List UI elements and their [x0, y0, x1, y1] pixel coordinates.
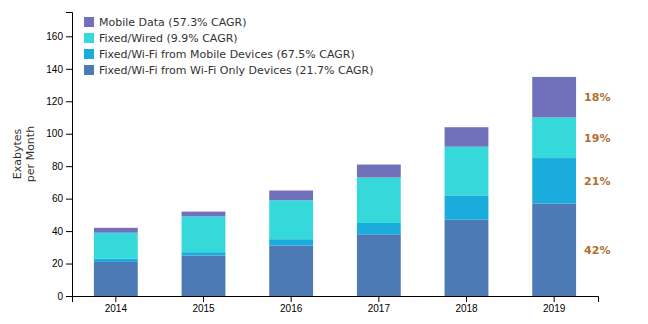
- bar: [182, 255, 226, 296]
- bar: [445, 195, 489, 219]
- tick: 20: [52, 258, 72, 269]
- tick-mark: [66, 199, 72, 200]
- bar-series: [94, 158, 576, 262]
- tick: 100: [46, 128, 72, 139]
- bar: [269, 200, 313, 239]
- tick-mark: [66, 166, 72, 167]
- legend-item: Mobile Data (57.3% CAGR): [84, 16, 247, 29]
- tick: 80: [52, 161, 72, 172]
- tick: 140: [46, 64, 72, 75]
- axis-line: [73, 297, 599, 303]
- tick-label: 60: [52, 193, 64, 204]
- tick-mark: [66, 231, 72, 232]
- bar: [269, 239, 313, 245]
- legend-swatch: [84, 17, 94, 27]
- tick-label: 160: [46, 31, 63, 42]
- bars: [94, 77, 576, 296]
- tick-label: 40: [52, 226, 64, 237]
- annotation: 21%: [584, 175, 610, 188]
- bar: [532, 117, 576, 158]
- axis-line: [66, 13, 73, 297]
- annotation: 19%: [584, 132, 610, 145]
- bar-series: [94, 77, 576, 233]
- tick-mark: [66, 69, 72, 70]
- legend-swatch: [84, 65, 94, 75]
- tick: 2018: [455, 296, 478, 314]
- tick: 2016: [280, 296, 303, 314]
- bar: [269, 191, 313, 201]
- bar: [445, 147, 489, 196]
- bar-series: [94, 203, 576, 296]
- bar: [532, 203, 576, 296]
- plot: 0204060801001201401602014201520162017201…: [11, 13, 610, 315]
- annotation: 42%: [584, 244, 610, 257]
- tick-label: 120: [46, 96, 63, 107]
- tick-label: 0: [57, 291, 63, 302]
- bar: [357, 178, 401, 223]
- tick-label: 2019: [543, 303, 566, 314]
- tick-label: 100: [46, 128, 63, 139]
- tick-mark: [115, 296, 116, 302]
- bar: [94, 259, 138, 262]
- legend-item: Fixed/Wi-Fi from Mobile Devices (67.5% C…: [84, 48, 355, 61]
- legend-label: Fixed/Wi-Fi from Mobile Devices (67.5% C…: [99, 48, 355, 61]
- tick-label: 2016: [280, 303, 303, 314]
- legend-item: Fixed/Wi-Fi from Wi-Fi Only Devices (21.…: [84, 64, 374, 77]
- tick-mark: [291, 296, 292, 302]
- bar: [94, 228, 138, 233]
- bar: [182, 252, 226, 255]
- tick-label: 20: [52, 258, 64, 269]
- tick: 0: [57, 291, 72, 302]
- tick-mark: [66, 264, 72, 265]
- bar: [357, 165, 401, 178]
- tick: 160: [46, 31, 72, 42]
- legend-item: Fixed/Wired (9.9% CAGR): [84, 32, 238, 45]
- tick-mark: [554, 296, 555, 302]
- tick-mark: [203, 296, 204, 302]
- bar: [532, 77, 576, 118]
- tick-mark: [66, 296, 72, 297]
- bar: [269, 246, 313, 296]
- bar: [532, 158, 576, 203]
- annotations: 42% 21% 19% 18%: [584, 91, 610, 257]
- chart: 0204060801001201401602014201520162017201…: [0, 0, 648, 324]
- bar: [357, 223, 401, 234]
- bar: [445, 127, 489, 146]
- legend-label: Fixed/Wi-Fi from Wi-Fi Only Devices (21.…: [99, 64, 374, 77]
- tick: 2015: [192, 296, 215, 314]
- bar-series: [94, 117, 576, 258]
- tick: 2019: [543, 296, 566, 314]
- bar: [94, 262, 138, 296]
- bar: [445, 220, 489, 296]
- tick: 2017: [368, 296, 391, 314]
- bar: [357, 234, 401, 296]
- tick-label: 2015: [192, 303, 215, 314]
- tick-label: 2018: [455, 303, 478, 314]
- legend-label: Fixed/Wired (9.9% CAGR): [99, 32, 238, 45]
- y-axis-label: Exabytesper Month: [11, 126, 37, 182]
- y-axis: 0 20 40 60 80 100 120 140 160: [46, 13, 72, 302]
- tick-mark: [66, 134, 72, 135]
- annotation: 18%: [584, 91, 610, 104]
- tick-mark: [66, 36, 72, 37]
- tick-mark: [378, 296, 379, 302]
- tick: 120: [46, 96, 72, 107]
- legend: Mobile Data (57.3% CAGR) Fixed/Wired (9.9…: [84, 16, 374, 77]
- legend-swatch: [84, 49, 94, 59]
- tick: 40: [52, 226, 72, 237]
- tick-label: 2014: [105, 303, 128, 314]
- tick-label: 80: [52, 161, 64, 172]
- tick: 60: [52, 193, 72, 204]
- tick-mark: [466, 296, 467, 302]
- bar: [182, 212, 226, 217]
- x-axis: 2014 2015 2016 2017 2018 2019: [73, 296, 599, 314]
- bar: [94, 233, 138, 259]
- legend-label: Mobile Data (57.3% CAGR): [99, 16, 247, 29]
- bar: [182, 216, 226, 252]
- tick-label: 2017: [368, 303, 391, 314]
- tick-label: 140: [46, 64, 63, 75]
- tick-mark: [66, 101, 72, 102]
- tick: 2014: [105, 296, 128, 314]
- legend-swatch: [84, 33, 94, 43]
